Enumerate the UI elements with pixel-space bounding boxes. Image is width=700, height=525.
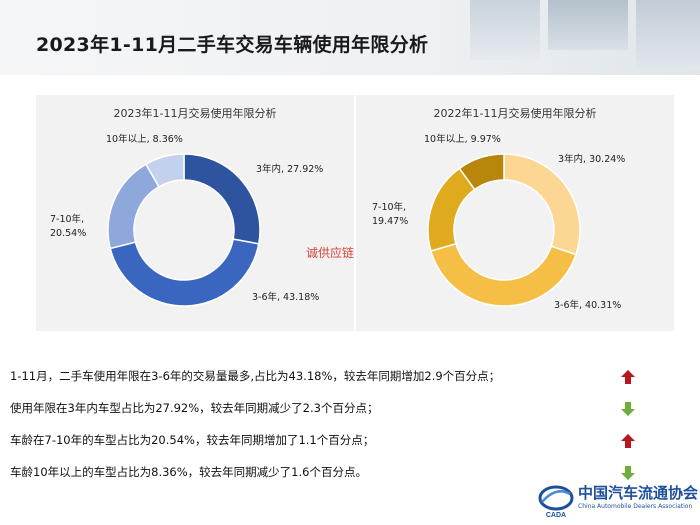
donut-slice-1 — [183, 153, 261, 245]
logo-mark-text: CADA — [546, 512, 566, 519]
slice-label-10plus: 10年以上, 8.36% — [106, 134, 183, 145]
header-decoration — [548, 0, 628, 50]
slice-label-3yr: 3年内, 30.24% — [558, 154, 626, 165]
slice-label-line: 7-10年, — [50, 214, 85, 225]
chart-title: 2022年1-11月交易使用年限分析 — [433, 107, 597, 120]
donut-slice-4 — [144, 153, 185, 188]
header-decoration — [636, 0, 700, 70]
chart-title: 2023年1-11月交易使用年限分析 — [113, 107, 277, 120]
slice-label-7-10yr: 7-10年, 20.54% — [50, 213, 86, 241]
chart-panel-2023: 2023年1-11月交易使用年限分析 3年内, 27.92% 3-6年, 43.… — [36, 95, 354, 331]
cada-logo: CADA 中国汽车流通协会 China Automobile Dealers A… — [536, 478, 699, 522]
header-banner: 2023年1-11月二手车交易车辆使用年限分析 — [0, 0, 700, 75]
watermark-text: 诚供应链 — [306, 246, 355, 260]
note-row: 使用年限在3年内车型占比为27.92%，较去年同期减少了2.3个百分点； — [10, 400, 650, 420]
note-text: 使用年限在3年内车型占比为27.92%，较去年同期减少了2.3个百分点； — [10, 401, 379, 415]
note-row: 车龄在7-10年的车型占比为20.54%，较去年同期增加了1.1个百分点； — [10, 432, 650, 452]
note-text: 1-11月，二手车使用年限在3-6年的交易量最多,占比为43.18%，较去年同期… — [10, 369, 501, 383]
slice-label-3-6yr: 3-6年, 40.31% — [554, 300, 622, 311]
donut-slice-2 — [430, 242, 577, 307]
arrow-up-icon — [621, 434, 635, 448]
arrow-down-icon — [621, 402, 635, 416]
slice-label-10plus: 10年以上, 9.97% — [424, 134, 501, 145]
donut-slice-3 — [107, 163, 160, 250]
note-text: 车龄10年以上的车型占比为8.36%，较去年同期减少了1.6个百分点。 — [10, 465, 367, 479]
logo-name: 中国汽车流通协会 — [578, 484, 699, 502]
slice-label-line: 20.54% — [50, 228, 87, 239]
note-text: 车龄在7-10年的车型占比为20.54%，较去年同期增加了1.1个百分点； — [10, 433, 375, 447]
cada-logo-mark: CADA — [538, 485, 574, 519]
donut-slice-4 — [458, 153, 505, 191]
slice-label-3yr: 3年内, 27.92% — [256, 164, 324, 175]
note-row: 车龄10年以上的车型占比为8.36%，较去年同期减少了1.6个百分点。 — [10, 464, 650, 484]
logo-subtitle: China Automobile Dealers Association — [578, 503, 693, 510]
chart-panel-2022: 2022年1-11月交易使用年限分析 3年内, 30.24% 3-6年, 40.… — [356, 95, 674, 331]
donut-slice-1 — [503, 153, 581, 256]
donut-slice-2 — [109, 238, 260, 307]
page-title: 2023年1-11月二手车交易车辆使用年限分析 — [36, 34, 429, 56]
slice-label-3-6yr: 3-6年, 43.18% — [252, 292, 320, 303]
note-row: 1-11月，二手车使用年限在3-6年的交易量最多,占比为43.18%，较去年同期… — [10, 368, 650, 388]
slice-label-line: 19.47% — [372, 216, 409, 227]
slice-label-7-10yr: 7-10年, 19.47% — [372, 201, 408, 229]
slice-label-line: 7-10年, — [372, 202, 407, 213]
header-decoration — [470, 0, 540, 60]
arrow-up-icon — [621, 370, 635, 384]
donut-chart-2023 — [107, 153, 261, 307]
arrow-down-icon — [621, 466, 635, 480]
donut-chart-2022 — [427, 153, 581, 307]
